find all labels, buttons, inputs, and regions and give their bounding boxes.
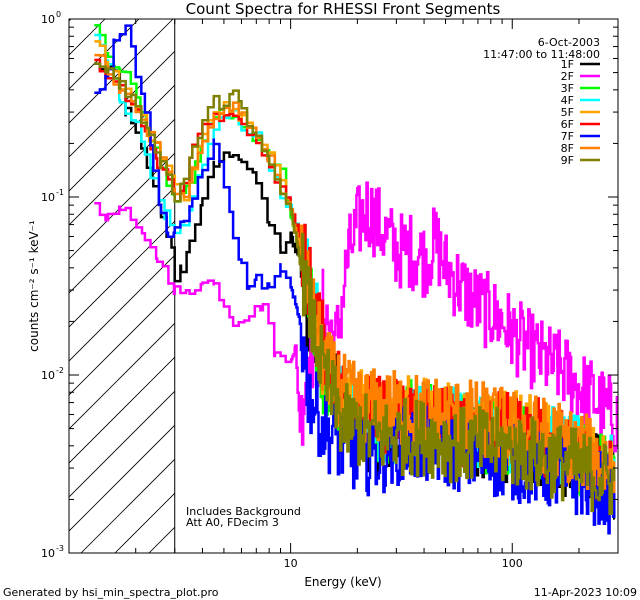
chart-title: Count Spectra for RHESSI Front Segments (186, 0, 501, 18)
legend-label-1f: 1F (561, 58, 574, 71)
legend-label-6f: 6F (561, 118, 574, 131)
y-tick-label: 10 (41, 547, 55, 560)
legend-label-2f: 2F (561, 70, 574, 83)
timestamp-label: 11-Apr-2023 10:09 (534, 586, 637, 599)
legend-label-8f: 8F (561, 142, 574, 155)
legend-label-3f: 3F (561, 82, 574, 95)
series-line-9f (94, 62, 616, 516)
x-tick-label: 100 (502, 557, 523, 570)
y-tick-label: 10 (41, 191, 55, 204)
time-range-label: 11:47:00 to 11:48:00 (483, 48, 600, 61)
hatch-lines (69, 19, 175, 553)
plot-frame (68, 18, 619, 554)
y-tick-exponent: -3 (56, 544, 64, 553)
legend-label-7f: 7F (561, 130, 574, 143)
x-axis-label: Energy (keV) (304, 575, 381, 589)
series-line-7f (94, 24, 616, 535)
date-label: 6-Oct-2003 (538, 36, 600, 49)
legend-label-4f: 4F (561, 94, 574, 107)
y-tick-exponent: -1 (56, 188, 64, 197)
annotation-attenuator: Att A0, FDecim 3 (186, 516, 279, 529)
x-tick-label: 10 (284, 557, 298, 570)
generated-by-label: Generated by hsi_min_spectra_plot.pro (3, 586, 219, 599)
y-tick-exponent: -2 (56, 366, 64, 375)
y-tick-label: 10 (41, 13, 55, 26)
legend-label-5f: 5F (561, 106, 574, 119)
y-tick-label: 10 (41, 369, 55, 382)
legend-label-9f: 9F (561, 154, 574, 167)
annotation-background: Includes Background (186, 505, 301, 518)
y-tick-exponent: 0 (56, 10, 61, 19)
y-axis-label: counts cm⁻² s⁻¹ keV⁻¹ (27, 220, 41, 352)
